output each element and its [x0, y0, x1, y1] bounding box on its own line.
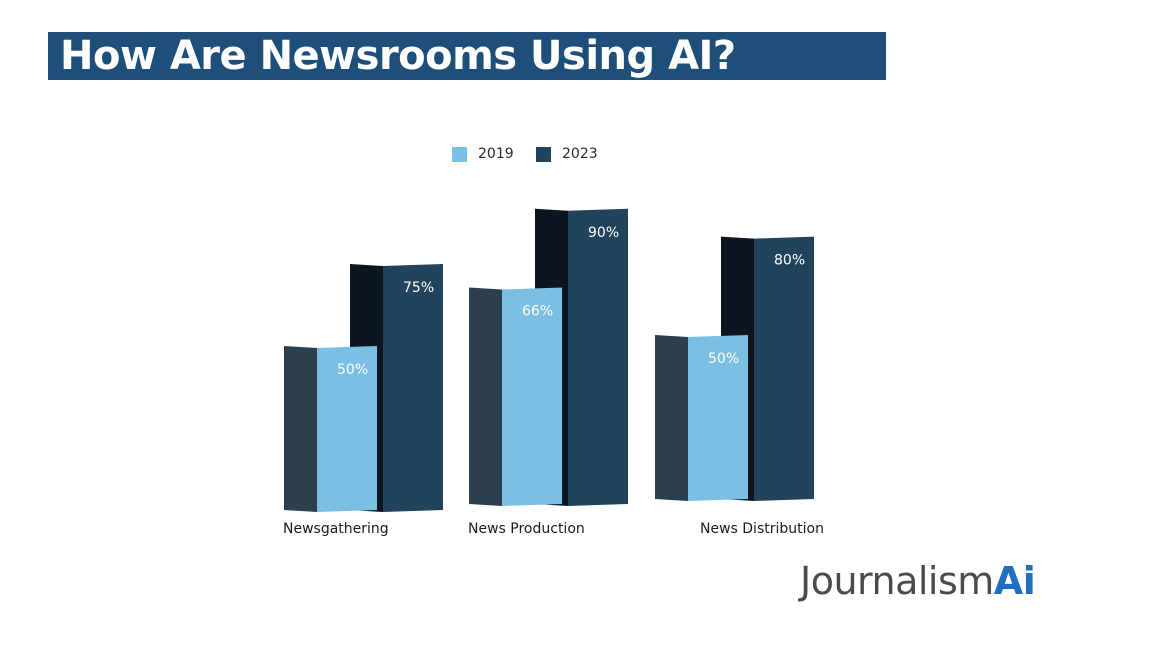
- category-label-news-production: News Production: [468, 521, 585, 537]
- journalism-ai-logo: JournalismAi: [800, 556, 1036, 606]
- bar-value-2019-newsgathering: 50%: [337, 362, 368, 378]
- bar-side-2019-newsgathering: [284, 346, 317, 512]
- category-label-news-distribution: News Distribution: [700, 521, 824, 537]
- bar-2023-news-production: [568, 208, 628, 507]
- bar-2023-newsgathering: [383, 264, 443, 512]
- bar-value-2023-news-distribution: 80%: [774, 253, 805, 269]
- bar-2019-newsgathering: [317, 346, 377, 512]
- logo-text-accent: Ai: [993, 559, 1036, 603]
- bar-2023-news-distribution: [754, 236, 814, 501]
- bar-side-2019-news-distribution: [655, 335, 688, 501]
- bar-side-2019-news-production: [469, 287, 502, 506]
- logo-text-main: Journalism: [800, 559, 994, 603]
- bar-2019-news-production: [502, 287, 562, 506]
- page-title: How Are Newsrooms Using AI?: [60, 33, 736, 79]
- bar-value-2023-newsgathering: 75%: [403, 280, 434, 296]
- bar-value-2019-news-production: 66%: [522, 304, 553, 320]
- title-band: [48, 32, 886, 80]
- legend-label-2023: 2023: [562, 146, 598, 162]
- legend-swatch-2019: [452, 147, 467, 162]
- legend-label-2019: 2019: [478, 146, 514, 162]
- bar-value-2019-news-distribution: 50%: [708, 351, 739, 367]
- category-label-newsgathering: Newsgathering: [283, 521, 389, 537]
- bar-value-2023-news-production: 90%: [588, 225, 619, 241]
- bar-2019-news-distribution: [688, 335, 748, 501]
- legend-swatch-2023: [536, 147, 551, 162]
